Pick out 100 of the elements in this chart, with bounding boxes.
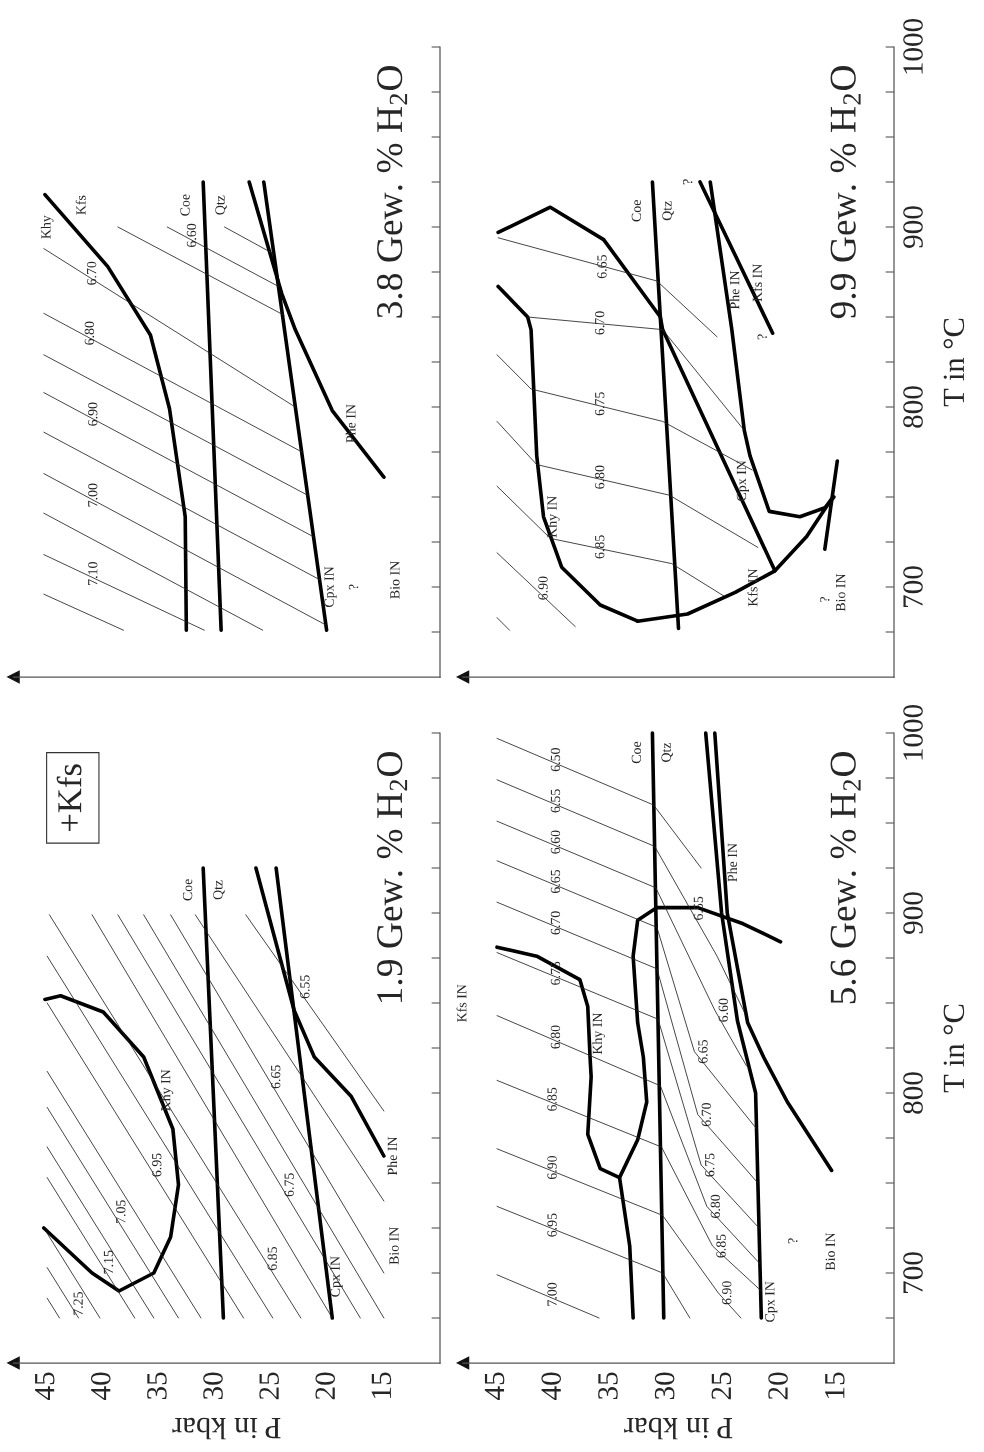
y-tick-label: 700 [903,566,923,607]
y-tick-label: 700 [903,1252,923,1293]
annotation: Khy [40,215,54,239]
annotation: 6.85 [716,1234,726,1258]
text: 1.9 Gew. % H$_{2}$O [376,752,408,1003]
annotation: 6.60 [186,223,197,248]
annotation: 6.55 [300,975,310,999]
annotation: +Kfs [56,764,82,832]
annotation: Phe IN [727,843,738,882]
annotation: ? [757,334,767,340]
annotation: Khy IN [592,1012,605,1055]
annotation: Qtz [213,880,225,900]
annotation: Khy IN [160,1069,174,1111]
annotation: 6.75 [550,961,561,985]
annotation: Cpx IN [324,566,337,608]
x-tick-label: 35 [598,1372,618,1400]
x-tick-label: 45 [484,1372,505,1400]
x-tick-label: 20 [768,1372,788,1400]
annotation: Qtz [661,742,673,762]
annotation: 6.65 [550,869,561,894]
annotation: 7.00 [88,483,98,507]
annotation: Bio IN [835,573,846,612]
x-axis-title: P in kbar [172,1417,281,1440]
annotation: Bio IN [390,561,400,599]
annotation: 6.80 [550,1025,561,1049]
annotation: Kfs IN [747,568,758,607]
y-axis-title: T in °C [943,1004,965,1093]
x-tick-label: 40 [90,1372,111,1400]
x-tick-label: 20 [315,1372,336,1400]
x-tick-label: 15 [371,1372,392,1398]
annotation: 6.55 [693,896,704,920]
annotation: 6.70 [550,911,561,935]
annotation: ? [682,179,693,185]
x-tick-label: 40 [541,1372,562,1400]
annotation: 7.10 [88,562,98,585]
y-tick-label: 800 [903,1072,923,1114]
y-tick-label: 900 [903,892,923,934]
annotation: 6.85 [547,1087,557,1111]
x-tick-label: 25 [711,1372,732,1400]
x-tick-label: 15 [825,1372,845,1398]
y-axis-title: T in °C [943,318,965,407]
annotation: 6.95 [152,1153,162,1177]
annotation: Qtz [215,195,227,215]
annotation: ? [788,1238,798,1244]
y-tick-label: 900 [903,206,923,248]
annotation: Coe [182,879,193,901]
annotation: Bio IN [825,1232,835,1271]
annotation: 7.05 [116,1200,126,1224]
text: 9.9 Gew. % H$_{2}$O [830,66,861,319]
annotation: 6.90 [722,1281,732,1305]
annotation: 6.90 [88,402,98,426]
annotation: 6.70 [594,311,605,335]
annotation: 6.65 [271,1065,281,1089]
annotation: Kfs [75,195,86,215]
annotation: 6.65 [597,254,607,279]
annotation: 6.85 [267,1246,278,1271]
annotation: Kfs IN [752,264,763,302]
annotation: Bio IN [389,1227,399,1265]
annotation: 6.80 [594,465,605,489]
x-tick-label: 30 [654,1372,675,1400]
x-tick-label: 30 [203,1372,223,1400]
annotation: Phe IN [387,1136,398,1176]
annotation: ? [348,584,359,590]
x-tick-label: 35 [147,1372,167,1400]
x-tick-label: 45 [34,1372,55,1400]
annotation: 6.75 [705,1153,715,1177]
annotation: Kfs IN [456,984,467,1022]
annotation: 6.55 [550,789,561,813]
x-axis-title: P in kbar [624,1417,733,1440]
annotation: 7.00 [547,1282,557,1306]
annotation: Khy IN [546,496,560,538]
annotation: 6.90 [547,1155,557,1180]
annotation: 6.80 [710,1194,721,1218]
annotation: 6.80 [84,321,95,345]
text: 3.8 Gew. % H$_{2}$O [376,66,408,318]
annotation: Cpx IN [736,460,749,501]
annotation: 6.60 [550,830,561,854]
annotation: 6.60 [718,998,729,1022]
annotation: 6.85 [594,535,605,559]
annotation: Coe [631,741,642,764]
annotation: Phe IN [729,270,740,310]
annotation: Qtz [662,201,674,221]
text: 5.6 Gew. % H$_{2}$O [830,752,861,1004]
annotation: 6.75 [595,392,605,416]
annotation: 6.65 [698,1039,708,1064]
y-tick-label: 1000 [903,18,923,74]
annotation: 6.95 [547,1213,557,1237]
annotation: 6.70 [701,1102,712,1127]
annotation: Cpx IN [330,1256,343,1297]
annotation: 6.90 [538,576,548,600]
annotation: Cpx IN [765,1281,778,1322]
y-tick-label: 800 [903,386,923,428]
annotation: Coe [631,200,642,222]
annotation: 6.70 [86,261,97,285]
annotation: 6.75 [284,1173,294,1197]
annotation: 6.50 [550,748,561,772]
annotation: Coe [180,194,190,216]
annotation: ? [820,597,830,602]
y-tick-label: 1000 [903,704,923,760]
x-tick-label: 25 [259,1372,279,1400]
